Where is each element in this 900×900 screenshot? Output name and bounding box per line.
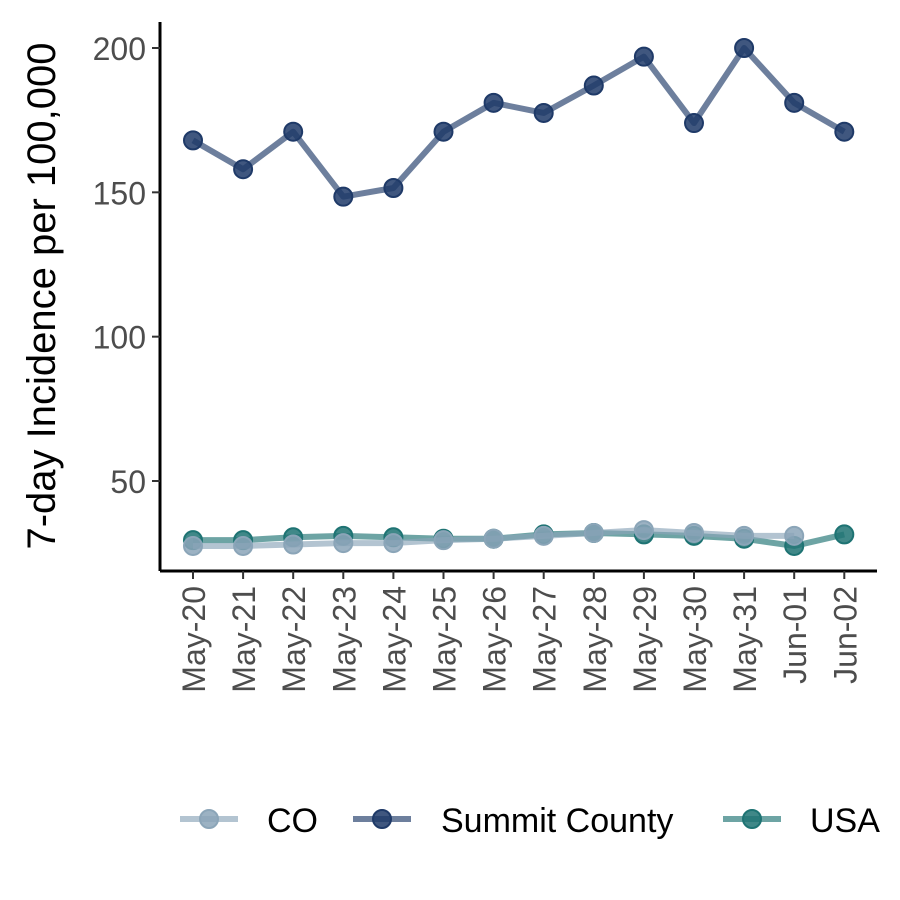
data-point <box>333 533 354 554</box>
y-tick-label: 200 <box>93 31 146 67</box>
data-point <box>734 38 755 58</box>
x-tick-label: May-29 <box>627 586 663 693</box>
data-point <box>383 533 404 554</box>
data-point <box>433 121 454 142</box>
data-point <box>583 522 604 543</box>
axes-layer <box>158 22 877 573</box>
x-tick-label: May-20 <box>176 586 212 693</box>
x-tick-label: Jun-02 <box>827 586 863 684</box>
data-point <box>633 46 654 67</box>
data-point <box>233 535 254 556</box>
legend: CO Summit County USA <box>180 802 880 840</box>
data-point <box>283 121 304 142</box>
data-point <box>283 534 304 555</box>
data-point <box>233 159 254 180</box>
data-point <box>784 92 805 113</box>
x-tick-label: May-31 <box>727 586 763 693</box>
x-tick-label: May-24 <box>376 586 412 693</box>
x-tick-label: May-23 <box>326 586 362 693</box>
legend-key-point <box>742 809 762 829</box>
data-point <box>483 528 504 549</box>
x-ticks: May-20 May-21 May-22 May-23 May-24 May-25 May-… <box>176 571 863 693</box>
data-point <box>183 130 203 151</box>
x-tick-label: Jun-01 <box>777 586 813 684</box>
x-tick-label: May-25 <box>427 586 463 693</box>
legend-key-point <box>199 809 219 829</box>
series-line <box>191 45 846 200</box>
x-tick-label: May-30 <box>677 586 713 693</box>
data-point <box>183 535 203 556</box>
x-tick-label: May-22 <box>276 586 312 693</box>
x-tick-label: May-26 <box>477 586 513 693</box>
data-point <box>684 522 704 543</box>
x-tick-label: May-21 <box>226 586 262 693</box>
data-point <box>684 113 704 134</box>
series-summit-county <box>183 38 855 207</box>
y-tick-label: 150 <box>93 175 146 211</box>
data-point <box>834 121 855 142</box>
series-co <box>183 520 805 556</box>
data-point <box>433 530 454 551</box>
legend-label: Summit County <box>441 802 673 840</box>
data-point <box>383 178 404 199</box>
legend-key-point <box>372 809 392 829</box>
y-tick-label: 50 <box>110 464 146 500</box>
y-tick-label: 100 <box>93 320 146 356</box>
data-point <box>633 520 654 541</box>
legend-item: USA <box>723 802 880 840</box>
data-point <box>834 524 855 545</box>
data-point <box>734 525 755 546</box>
x-tick-label: May-28 <box>577 586 613 693</box>
series-layer <box>183 38 855 556</box>
data-point <box>483 92 504 113</box>
data-point <box>583 75 604 96</box>
legend-label: CO <box>267 802 318 840</box>
y-axis-title: 7-day Incidence per 100,000 <box>20 42 64 549</box>
legend-item: CO <box>180 802 318 840</box>
data-point <box>533 525 554 546</box>
data-point <box>784 525 805 546</box>
x-tick-label: May-27 <box>527 586 563 693</box>
data-point <box>533 102 554 123</box>
legend-label: USA <box>810 802 880 840</box>
data-point <box>333 186 354 207</box>
y-ticks: 50 100 150 200 <box>93 31 160 500</box>
legend-item: Summit County <box>353 802 673 840</box>
